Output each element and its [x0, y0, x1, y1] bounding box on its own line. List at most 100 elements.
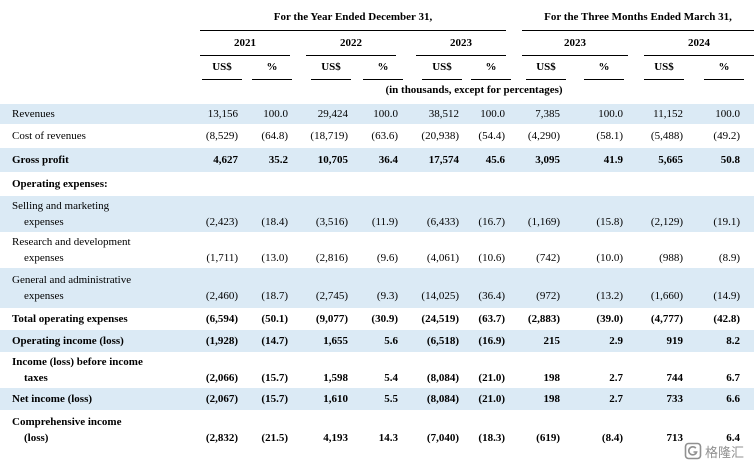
- row-label: Operating income (loss): [12, 333, 124, 349]
- cell-percent: (18.7): [261, 290, 288, 302]
- row-label-line: Net income (loss): [12, 393, 93, 405]
- period-rule: [306, 55, 396, 56]
- row-label-line: Comprehensive income: [12, 416, 122, 428]
- col-header-pct: %: [598, 61, 610, 73]
- cell-amount: (972): [536, 290, 560, 302]
- table-row: Comprehensive income (loss) (2,832) (21.5) 4…: [0, 410, 754, 450]
- cell-percent: (8.9): [718, 252, 740, 264]
- cell-amount: 13,156: [207, 108, 238, 120]
- cell-amount: 1,598: [323, 372, 348, 384]
- cell-amount: (1,169): [527, 216, 560, 228]
- col-header-usd: US$: [536, 61, 556, 73]
- col-header-rule: [311, 79, 351, 80]
- cell-percent: 6.6: [726, 393, 740, 405]
- col-header-pct: %: [485, 61, 497, 73]
- cell-percent: 35.2: [268, 154, 288, 166]
- cell-percent: 41.9: [603, 154, 623, 166]
- table-row: Revenues 13,156 100.0 29,424 100.0 38,512 100.…: [0, 104, 754, 124]
- cell-percent: (63.6): [371, 130, 398, 142]
- cell-percent: 2.7: [609, 372, 623, 384]
- row-label-line: Income (loss) before income: [12, 356, 143, 368]
- cell-percent: (21.0): [478, 372, 505, 384]
- cell-percent: (11.9): [371, 216, 398, 228]
- cell-amount: (6,594): [205, 313, 238, 325]
- cell-amount: 713: [666, 432, 684, 444]
- watermark-text: 格隆汇: [705, 445, 745, 461]
- cell-amount: (6,518): [426, 335, 459, 347]
- cell-percent: (13.0): [261, 252, 288, 264]
- cell-percent: 36.4: [378, 154, 398, 166]
- cell-percent: (16.7): [478, 216, 505, 228]
- row-label: Research and development expenses: [12, 234, 131, 266]
- cell-amount: (4,290): [527, 130, 560, 142]
- cell-amount: (20,938): [421, 130, 459, 142]
- cell-percent: (10.0): [596, 252, 623, 264]
- cell-percent: 5.5: [384, 393, 398, 405]
- cell-percent: 100.0: [263, 108, 288, 120]
- row-label: Selling and marketing expenses: [12, 198, 109, 230]
- cell-percent: 14.3: [378, 432, 398, 444]
- cell-percent: (13.2): [596, 290, 623, 302]
- cell-percent: 5.4: [384, 372, 398, 384]
- cell-amount: (8,529): [205, 130, 238, 142]
- cell-amount: (2,066): [205, 372, 238, 384]
- cell-percent: (63.7): [478, 313, 505, 325]
- col-header-usd: US$: [432, 61, 452, 73]
- cell-amount: (2,816): [315, 252, 348, 264]
- row-label-line: Gross profit: [12, 154, 69, 166]
- cell-percent: (14.9): [713, 290, 740, 302]
- cell-amount: 4,193: [323, 432, 348, 444]
- row-label-line: Operating income (loss): [12, 335, 124, 347]
- cell-amount: 7,385: [535, 108, 560, 120]
- col-header-usd: US$: [212, 61, 232, 73]
- table-row: Net income (loss) (2,067) (15.7) 1,610 5.5 (8…: [0, 388, 754, 410]
- cell-amount: (1,928): [205, 335, 238, 347]
- cell-amount: (2,832): [205, 432, 238, 444]
- table-row: Income (loss) before income taxes (2,066) (…: [0, 352, 754, 388]
- cell-percent: (15.7): [261, 393, 288, 405]
- cell-percent: (16.9): [478, 335, 505, 347]
- row-label: Income (loss) before income taxes: [12, 354, 143, 386]
- cell-percent: (8.4): [601, 432, 623, 444]
- cell-percent: 8.2: [726, 335, 740, 347]
- cell-percent: 100.0: [373, 108, 398, 120]
- row-label-line: expenses: [24, 290, 64, 302]
- cell-percent: 45.6: [485, 154, 505, 166]
- row-label-line: Selling and marketing: [12, 200, 110, 212]
- cell-amount: (6,433): [426, 216, 459, 228]
- cell-percent: (49.2): [713, 130, 740, 142]
- quarter-group-rule: [522, 30, 754, 31]
- cell-amount: (4,777): [650, 313, 683, 325]
- cell-percent: (36.4): [478, 290, 505, 302]
- cell-percent: (50.1): [261, 313, 288, 325]
- period-header-q1-2023: 2023: [564, 37, 586, 49]
- cell-amount: (8,084): [426, 372, 459, 384]
- cell-amount: 744: [666, 372, 684, 384]
- row-label: Net income (loss): [12, 391, 92, 407]
- cell-amount: 1,655: [323, 335, 348, 347]
- cell-amount: 198: [543, 393, 561, 405]
- col-header-rule: [644, 79, 684, 80]
- col-header-pct: %: [377, 61, 389, 73]
- cell-amount: 3,095: [535, 154, 560, 166]
- cell-percent: (9.3): [376, 290, 398, 302]
- period-rule: [644, 55, 754, 56]
- cell-amount: (5,488): [650, 130, 683, 142]
- quarter-group-header: For the Three Months Ended March 31,: [544, 11, 732, 23]
- cell-amount: (742): [536, 252, 560, 264]
- cell-amount: 215: [543, 335, 561, 347]
- row-label: Comprehensive income (loss): [12, 414, 121, 446]
- cell-amount: 733: [666, 393, 684, 405]
- cell-amount: 1,610: [323, 393, 348, 405]
- col-header-rule: [584, 79, 624, 80]
- cell-amount: 5,665: [658, 154, 683, 166]
- row-label-line: Cost of revenues: [12, 130, 86, 142]
- table-row: Selling and marketing expenses (2,423) (18.…: [0, 196, 754, 232]
- row-label-line: Operating expenses:: [12, 178, 108, 190]
- cell-percent: (15.7): [261, 372, 288, 384]
- row-label-line: expenses: [24, 252, 64, 264]
- cell-amount: (18,719): [310, 130, 348, 142]
- col-header-usd: US$: [321, 61, 341, 73]
- year-group-rule: [200, 30, 506, 31]
- cell-percent: 50.8: [720, 154, 740, 166]
